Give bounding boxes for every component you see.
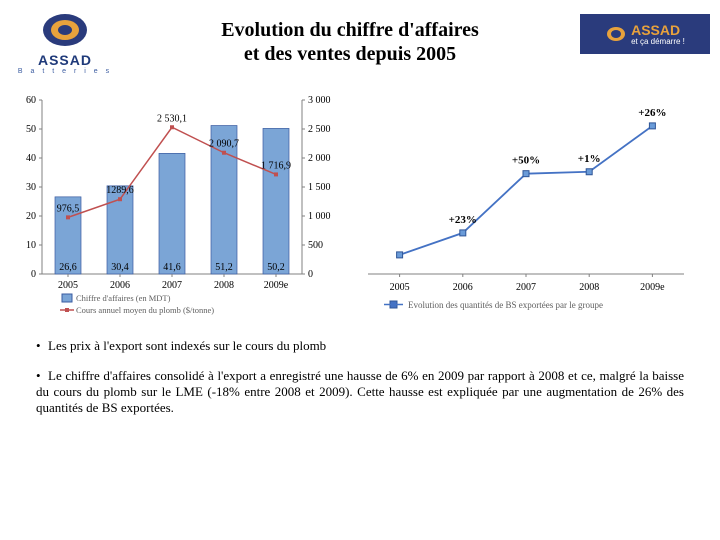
svg-text:2005: 2005 [58, 280, 78, 291]
note-2: •Le chiffre d'affaires consolidé à l'exp… [36, 368, 684, 416]
svg-text:2 530,1: 2 530,1 [157, 113, 187, 124]
svg-text:51,2: 51,2 [215, 262, 233, 273]
svg-text:10: 10 [26, 240, 36, 251]
assad-mini-icon [605, 23, 627, 45]
svg-text:0: 0 [308, 269, 313, 280]
logo-sub: B a t t e r i e s [18, 68, 112, 75]
svg-text:30,4: 30,4 [111, 262, 129, 273]
svg-text:40: 40 [26, 153, 36, 164]
svg-text:2005: 2005 [390, 282, 410, 293]
svg-text:50: 50 [26, 124, 36, 135]
note-1: •Les prix à l'export sont indexés sur le… [36, 338, 684, 354]
logo-assad-left: ASSAD B a t t e r i e s [10, 8, 120, 78]
note-1-text: Les prix à l'export sont indexés sur le … [48, 338, 326, 353]
svg-text:3 000: 3 000 [308, 95, 331, 106]
svg-text:30: 30 [26, 182, 36, 193]
svg-text:20: 20 [26, 211, 36, 222]
svg-text:1 500: 1 500 [308, 182, 331, 193]
svg-text:+1%: +1% [578, 153, 601, 165]
title-line1: Evolution du chiffre d'affaires [221, 19, 479, 41]
svg-text:2007: 2007 [516, 282, 536, 293]
svg-text:2009e: 2009e [640, 282, 665, 293]
svg-text:1 000: 1 000 [308, 211, 331, 222]
svg-text:2 090,7: 2 090,7 [209, 139, 239, 150]
svg-text:2008: 2008 [579, 282, 599, 293]
svg-text:1 716,9: 1 716,9 [261, 160, 291, 171]
svg-text:26,6: 26,6 [59, 262, 77, 273]
notes: •Les prix à l'export sont indexés sur le… [0, 322, 720, 416]
svg-text:41,6: 41,6 [163, 262, 181, 273]
svg-text:Chiffre d'affaires (en MDT): Chiffre d'affaires (en MDT) [76, 293, 171, 303]
assad-emblem-icon [35, 12, 95, 52]
svg-text:60: 60 [26, 95, 36, 106]
header: ASSAD B a t t e r i e s Evolution du chi… [0, 0, 720, 82]
logo-right-tag: et ça démarre ! [631, 38, 685, 46]
svg-text:2 000: 2 000 [308, 153, 331, 164]
svg-text:+23%: +23% [449, 214, 477, 226]
svg-text:500: 500 [308, 240, 323, 251]
svg-text:1289,6: 1289,6 [106, 185, 134, 196]
title-line2: et des ventes depuis 2005 [244, 43, 456, 65]
logo-brand: ASSAD [38, 52, 92, 68]
svg-text:+50%: +50% [512, 155, 540, 167]
svg-text:Evolution des quantités de BS: Evolution des quantités de BS exportées … [408, 300, 603, 310]
chart-revenue-lead: 0 10 20 30 40 50 60 0 500 1 000 1 500 2 000 2 500 3 0… [10, 92, 340, 322]
page-title: Evolution du chiffre d'affaires et des v… [120, 8, 580, 66]
logo-right-brand: ASSAD [631, 22, 685, 38]
svg-text:2007: 2007 [162, 280, 182, 291]
svg-text:2 500: 2 500 [308, 124, 331, 135]
note-2-text: Le chiffre d'affaires consolidé à l'expo… [36, 368, 684, 415]
svg-text:0: 0 [31, 269, 36, 280]
svg-text:+26%: +26% [638, 107, 666, 119]
logo-assad-right: ASSAD et ça démarre ! [580, 14, 710, 54]
svg-text:2006: 2006 [110, 280, 130, 291]
svg-text:Cours annuel moyen du plomb ($: Cours annuel moyen du plomb ($/tonne) [76, 305, 214, 315]
svg-text:2009e: 2009e [264, 280, 289, 291]
svg-text:976,5: 976,5 [57, 203, 80, 214]
svg-text:2008: 2008 [214, 280, 234, 291]
svg-text:2006: 2006 [453, 282, 473, 293]
svg-text:50,2: 50,2 [267, 262, 285, 273]
chart-export-growth: 2005 2006 2007 2008 2009e +23% +50% +1% +26% Evol… [348, 92, 698, 322]
charts-row: 0 10 20 30 40 50 60 0 500 1 000 1 500 2 000 2 500 3 0… [0, 82, 720, 322]
